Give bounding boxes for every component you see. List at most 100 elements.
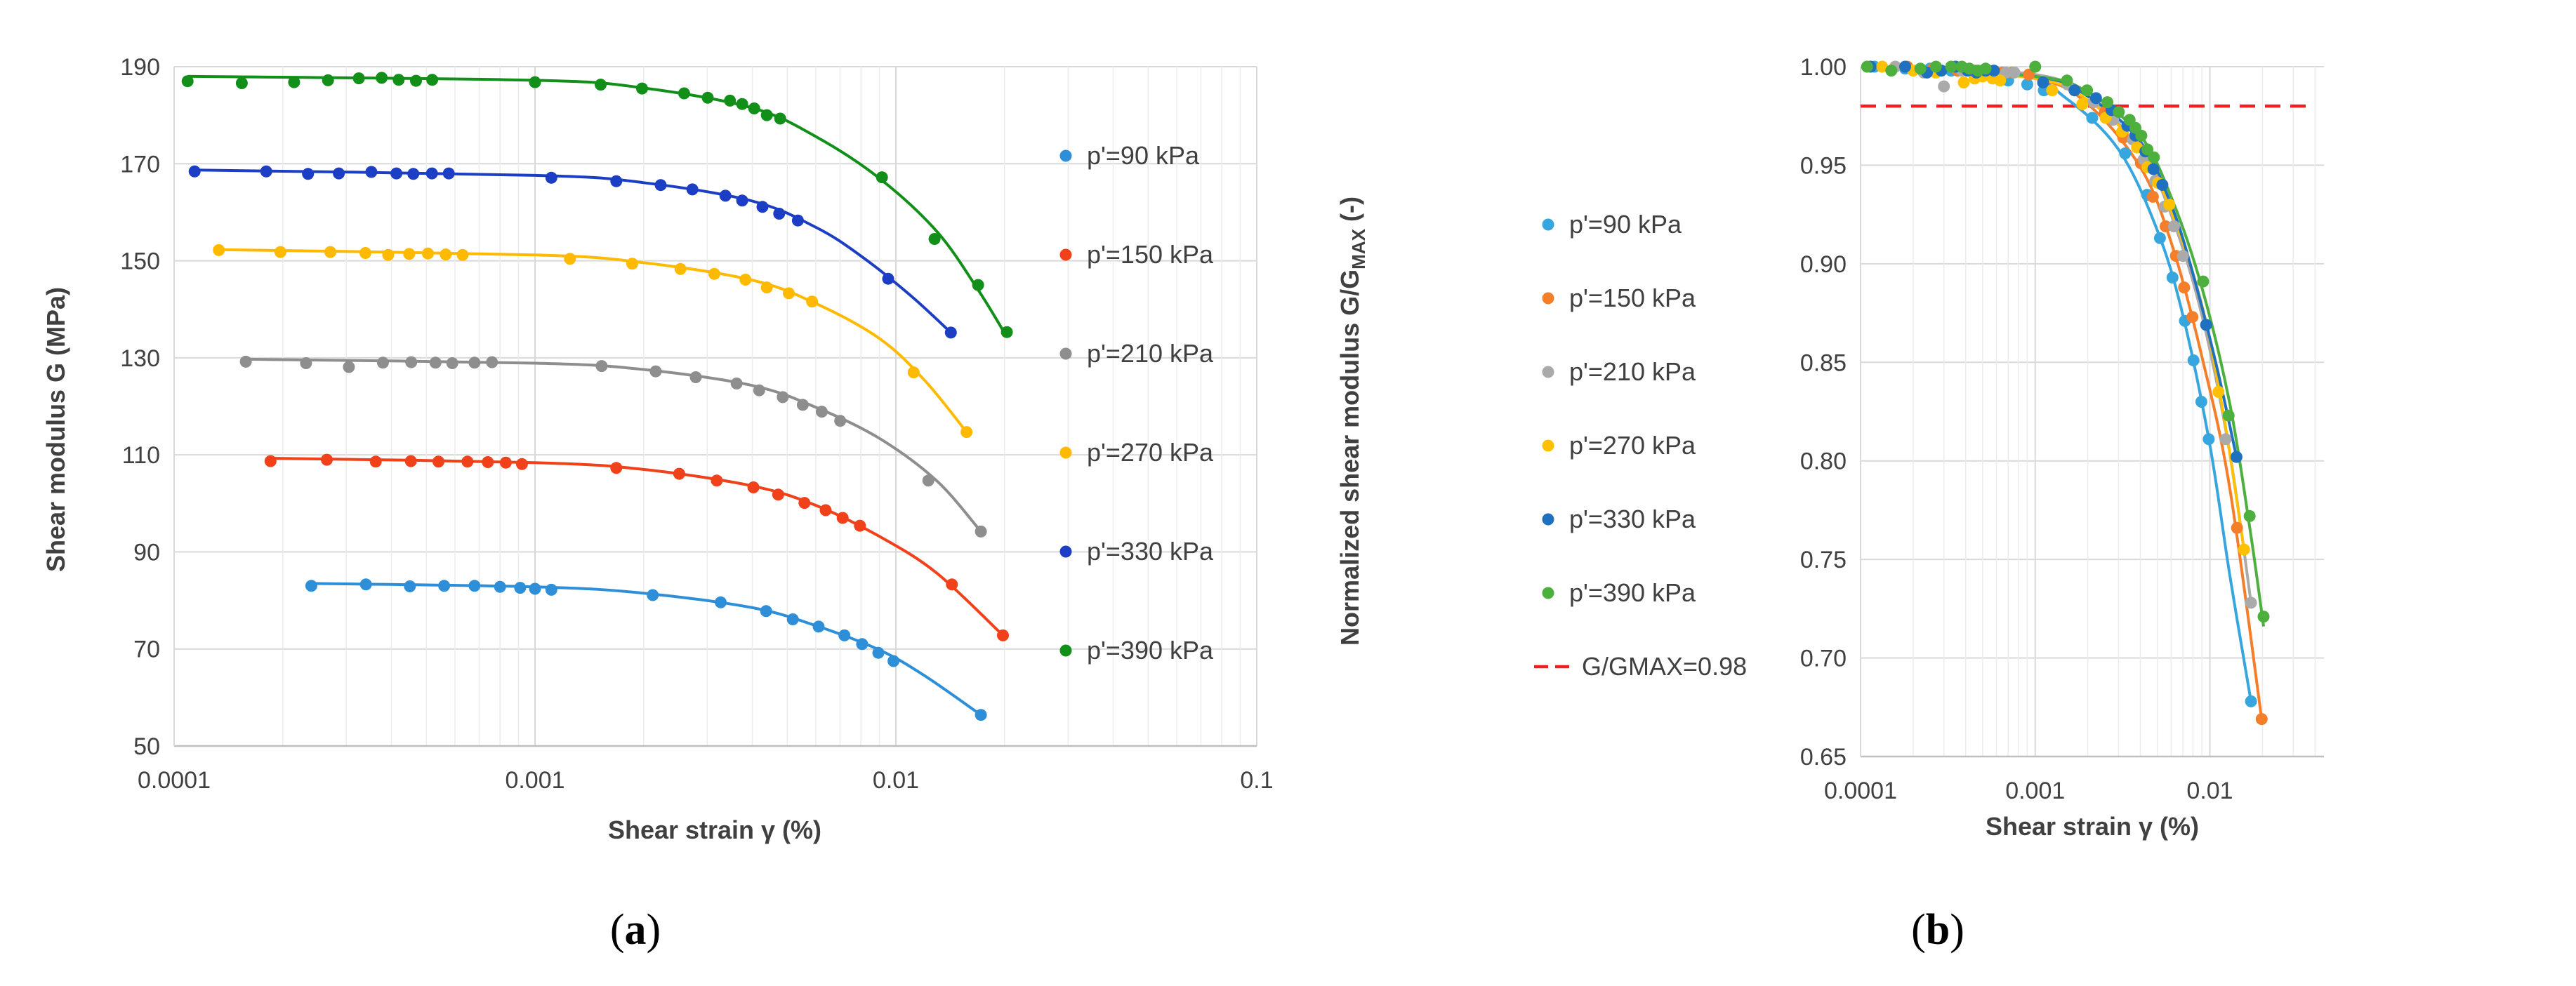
a-point-p-270-kpa — [324, 246, 336, 258]
a-point-p-270-kpa — [760, 281, 773, 294]
a-point-p-270-kpa — [274, 246, 286, 258]
a-curve-p-210-kpa — [246, 357, 982, 533]
a-curve-p-390-kpa — [187, 74, 1008, 338]
b-point-p-150-kpa — [2231, 521, 2243, 534]
a-point-p-150-kpa — [747, 481, 760, 493]
a-ytick-label: 190 — [120, 54, 160, 81]
a-point-p-210-kpa — [405, 356, 418, 368]
b-point-p-150-kpa — [2255, 713, 2268, 726]
b-point-p-90-kpa — [2195, 396, 2207, 408]
a-legend-marker-p-270-kpa — [1059, 446, 1072, 459]
a-point-p-210-kpa — [796, 399, 809, 411]
a-point-p-270-kpa — [456, 248, 469, 261]
b-point-p-390-kpa — [1914, 62, 1927, 75]
a-point-p-150-kpa — [836, 512, 849, 524]
b-point-p-390-kpa — [2101, 96, 2114, 109]
a-point-p-390-kpa — [876, 171, 888, 184]
b-point-p-270-kpa — [2163, 199, 2176, 211]
chart-a-caption-open: ( — [610, 906, 625, 954]
b-point-p-330-kpa — [2200, 319, 2212, 331]
a-curve-p-270-kpa — [218, 248, 968, 433]
b-ytick-label: 0.80 — [1800, 448, 1847, 475]
a-point-p-150-kpa — [854, 519, 866, 532]
a-point-p-150-kpa — [404, 455, 417, 467]
b-point-p-270-kpa — [2238, 543, 2250, 556]
a-legend-marker-p-390-kpa — [1059, 644, 1072, 657]
b-point-p-330-kpa — [2037, 76, 2049, 88]
a-point-p-90-kpa — [975, 709, 987, 721]
a-ytick-label: 170 — [120, 151, 160, 178]
b-point-p-270-kpa — [1876, 60, 1889, 73]
a-point-p-330-kpa — [333, 167, 345, 180]
a-point-p-270-kpa — [440, 248, 452, 261]
b-point-p-330-kpa — [2089, 92, 2102, 105]
chart-b-caption-letter: b — [1926, 906, 1950, 954]
a-point-p-150-kpa — [997, 629, 1009, 641]
b-point-p-150-kpa — [2160, 220, 2172, 232]
a-curve-p-150-kpa — [270, 457, 1004, 637]
a-point-p-90-kpa — [529, 582, 541, 595]
a-point-p-90-kpa — [468, 580, 481, 592]
a-point-p-90-kpa — [514, 582, 527, 594]
b-point-p-90-kpa — [2202, 433, 2215, 446]
a-point-p-150-kpa — [461, 455, 474, 468]
a-point-p-210-kpa — [730, 378, 743, 389]
b-point-p-330-kpa — [2156, 179, 2169, 191]
a-point-p-330-kpa — [407, 168, 420, 180]
chart-a-caption-letter: a — [625, 906, 647, 954]
a-point-p-90-kpa — [494, 580, 506, 593]
b-point-p-390-kpa — [1861, 60, 1873, 73]
b-point-p-270-kpa — [1957, 76, 1970, 88]
b-point-p-150-kpa — [2186, 311, 2199, 324]
b-point-p-210-kpa — [2167, 220, 2180, 232]
a-point-p-330-kpa — [791, 214, 804, 227]
b-legend-marker-p-90-kpa — [1542, 218, 1554, 231]
a-point-p-270-kpa — [564, 253, 576, 265]
a-point-p-270-kpa — [783, 287, 795, 300]
a-point-p-270-kpa — [626, 258, 638, 270]
a-point-p-390-kpa — [928, 233, 941, 245]
chart-a-gridlines — [173, 66, 1257, 747]
a-point-p-390-kpa — [774, 112, 786, 125]
a-point-p-90-kpa — [786, 613, 799, 625]
a-point-p-390-kpa — [529, 76, 541, 88]
a-point-p-210-kpa — [300, 357, 312, 369]
b-point-p-90-kpa — [2245, 695, 2257, 707]
a-point-p-330-kpa — [442, 167, 455, 180]
a-point-p-210-kpa — [975, 525, 987, 538]
b-point-p-390-kpa — [2135, 129, 2148, 142]
a-point-p-390-kpa — [595, 79, 607, 91]
b-point-p-390-kpa — [2257, 611, 2270, 623]
chart-b-tick-labels: 0.65 0.70 0.75 0.80 0.85 0.90 0.95 1.00 0.0001 0.… — [1800, 54, 2233, 804]
a-point-p-270-kpa — [422, 247, 434, 260]
chart-b: 0.65 0.70 0.75 0.80 0.85 0.90 0.95 1.00 0.0001 0.… — [1335, 54, 2324, 954]
a-point-p-270-kpa — [739, 274, 752, 286]
a-ytick-label: 50 — [133, 733, 160, 760]
a-point-p-270-kpa — [806, 295, 819, 308]
b-xtick-label: 0.001 — [2005, 778, 2065, 804]
a-point-p-210-kpa — [429, 357, 442, 369]
a-point-p-150-kpa — [499, 456, 512, 469]
a-point-p-390-kpa — [701, 91, 714, 104]
a-point-p-390-kpa — [376, 72, 388, 84]
a-point-p-390-kpa — [322, 74, 334, 86]
a-point-p-90-kpa — [438, 580, 451, 592]
chart-b-y-axis-label: Normalized shear modulus G/GMAX (-) — [1335, 196, 1369, 646]
b-point-p-330-kpa — [2147, 163, 2160, 175]
chart-b-caption-open: ( — [1911, 906, 1926, 954]
b-legend-label-p-390-kpa: p'=390 kPa — [1569, 578, 1696, 607]
b-point-p-270-kpa — [1994, 74, 2007, 87]
a-point-p-330-kpa — [610, 175, 623, 187]
a-point-p-210-kpa — [815, 406, 828, 418]
b-ytick-label: 0.90 — [1800, 251, 1847, 278]
b-point-p-390-kpa — [2113, 106, 2125, 119]
a-legend-marker-p-150-kpa — [1059, 248, 1072, 261]
b-ytick-label: 0.65 — [1800, 744, 1847, 771]
a-point-p-150-kpa — [321, 453, 333, 466]
b-point-p-390-kpa — [2222, 409, 2235, 422]
b-legend-label-p-270-kpa: p'=270 kPa — [1569, 431, 1696, 460]
b-legend-label-p-150-kpa: p'=150 kPa — [1569, 284, 1696, 312]
a-point-p-210-kpa — [595, 360, 608, 373]
b-point-p-390-kpa — [2061, 74, 2073, 87]
